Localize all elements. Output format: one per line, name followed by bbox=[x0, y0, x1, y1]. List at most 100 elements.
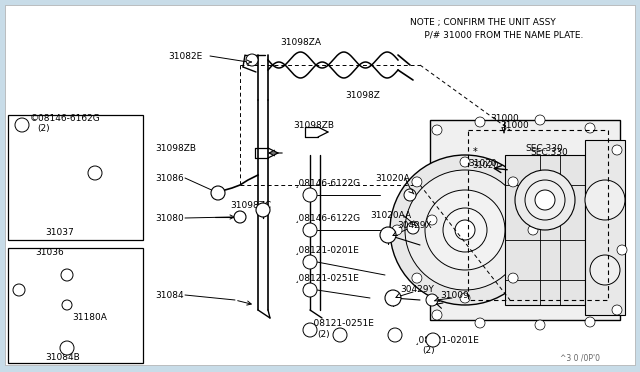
Text: 31084: 31084 bbox=[155, 291, 184, 299]
Text: 30429Y: 30429Y bbox=[400, 285, 434, 295]
Circle shape bbox=[303, 223, 317, 237]
Text: (2): (2) bbox=[302, 257, 315, 266]
Text: 31009: 31009 bbox=[440, 291, 468, 299]
Bar bbox=[505, 155, 585, 305]
Text: (1): (1) bbox=[302, 285, 315, 294]
Circle shape bbox=[460, 157, 470, 167]
Circle shape bbox=[60, 341, 74, 355]
Text: ¸08121-0201E: ¸08121-0201E bbox=[295, 246, 360, 254]
Text: *: * bbox=[472, 147, 477, 157]
Circle shape bbox=[432, 310, 442, 320]
Circle shape bbox=[303, 283, 317, 297]
Circle shape bbox=[234, 211, 246, 223]
Text: 31084B: 31084B bbox=[45, 353, 80, 362]
Circle shape bbox=[455, 220, 475, 240]
Circle shape bbox=[585, 123, 595, 133]
Circle shape bbox=[525, 180, 565, 220]
Text: (2): (2) bbox=[317, 330, 330, 339]
Bar bbox=[8, 115, 143, 240]
Text: ¸08121-0251E: ¸08121-0251E bbox=[295, 273, 360, 282]
Bar bbox=[430, 120, 620, 320]
Circle shape bbox=[460, 293, 470, 303]
Circle shape bbox=[515, 170, 575, 230]
Text: B: B bbox=[308, 228, 312, 232]
Circle shape bbox=[535, 190, 555, 210]
Circle shape bbox=[211, 186, 225, 200]
Text: 31020: 31020 bbox=[472, 160, 499, 170]
Text: SEC.330: SEC.330 bbox=[525, 144, 563, 153]
Text: 31020: 31020 bbox=[468, 158, 497, 167]
Text: P/# 31000 FROM THE NAME PLATE.: P/# 31000 FROM THE NAME PLATE. bbox=[410, 31, 584, 39]
Text: ¸08146-6122G: ¸08146-6122G bbox=[295, 179, 361, 187]
Text: B: B bbox=[431, 337, 435, 343]
Circle shape bbox=[13, 284, 25, 296]
Text: NOTE ; CONFIRM THE UNIT ASSY: NOTE ; CONFIRM THE UNIT ASSY bbox=[410, 17, 556, 26]
Text: 31037: 31037 bbox=[45, 228, 74, 237]
Text: SEC.330: SEC.330 bbox=[530, 148, 568, 157]
Bar bbox=[8, 248, 143, 363]
Circle shape bbox=[88, 166, 102, 180]
Text: S: S bbox=[20, 122, 24, 128]
Text: 31036: 31036 bbox=[35, 247, 64, 257]
Circle shape bbox=[535, 320, 545, 330]
Text: 31098ZB: 31098ZB bbox=[293, 121, 334, 129]
Circle shape bbox=[426, 294, 438, 306]
Text: 31098ZA: 31098ZA bbox=[280, 38, 321, 46]
Circle shape bbox=[426, 333, 440, 347]
Circle shape bbox=[303, 255, 317, 269]
Circle shape bbox=[585, 317, 595, 327]
Text: 31180A: 31180A bbox=[72, 314, 107, 323]
Circle shape bbox=[385, 290, 401, 306]
Circle shape bbox=[427, 215, 437, 225]
Text: ©08146-6162G: ©08146-6162G bbox=[30, 113, 100, 122]
Circle shape bbox=[333, 328, 347, 342]
Text: ¸08146-6122G: ¸08146-6122G bbox=[295, 214, 361, 222]
Text: 31098Z: 31098Z bbox=[345, 90, 380, 99]
Text: 31086: 31086 bbox=[155, 173, 184, 183]
Text: (1): (1) bbox=[302, 189, 315, 199]
Text: B: B bbox=[308, 288, 312, 292]
Circle shape bbox=[390, 155, 540, 305]
Circle shape bbox=[61, 269, 73, 281]
Text: 30429X: 30429X bbox=[397, 221, 431, 230]
Circle shape bbox=[585, 180, 625, 220]
Text: ^3 0 /0P'0: ^3 0 /0P'0 bbox=[560, 353, 600, 362]
Text: B: B bbox=[308, 327, 312, 333]
Circle shape bbox=[388, 328, 402, 342]
Text: ¸08121-0251E: ¸08121-0251E bbox=[310, 318, 375, 327]
Circle shape bbox=[303, 188, 317, 202]
Text: (2): (2) bbox=[37, 124, 50, 132]
Circle shape bbox=[407, 222, 419, 234]
Text: 31000: 31000 bbox=[490, 113, 519, 122]
Text: 31098ZC: 31098ZC bbox=[230, 201, 271, 209]
Circle shape bbox=[412, 273, 422, 283]
Circle shape bbox=[612, 305, 622, 315]
Circle shape bbox=[528, 225, 538, 235]
Text: 31082E: 31082E bbox=[168, 51, 202, 61]
Text: B: B bbox=[338, 333, 342, 337]
Text: ¸08121-0201E: ¸08121-0201E bbox=[415, 336, 480, 344]
Circle shape bbox=[256, 203, 270, 217]
Circle shape bbox=[246, 54, 258, 66]
Circle shape bbox=[62, 300, 72, 310]
Text: B: B bbox=[393, 333, 397, 337]
Circle shape bbox=[590, 255, 620, 285]
Text: 31000: 31000 bbox=[500, 121, 529, 129]
Text: 31020A: 31020A bbox=[375, 173, 410, 183]
Circle shape bbox=[475, 117, 485, 127]
Circle shape bbox=[412, 177, 422, 187]
Circle shape bbox=[617, 245, 627, 255]
Circle shape bbox=[380, 227, 396, 243]
Circle shape bbox=[535, 115, 545, 125]
Text: (1): (1) bbox=[302, 224, 315, 234]
Circle shape bbox=[432, 125, 442, 135]
Circle shape bbox=[405, 170, 525, 290]
Circle shape bbox=[303, 323, 317, 337]
Text: B: B bbox=[308, 192, 312, 198]
Circle shape bbox=[425, 190, 505, 270]
Circle shape bbox=[508, 177, 518, 187]
Text: (2): (2) bbox=[422, 346, 435, 356]
Circle shape bbox=[508, 273, 518, 283]
Circle shape bbox=[15, 118, 29, 132]
Text: 31080: 31080 bbox=[155, 214, 184, 222]
